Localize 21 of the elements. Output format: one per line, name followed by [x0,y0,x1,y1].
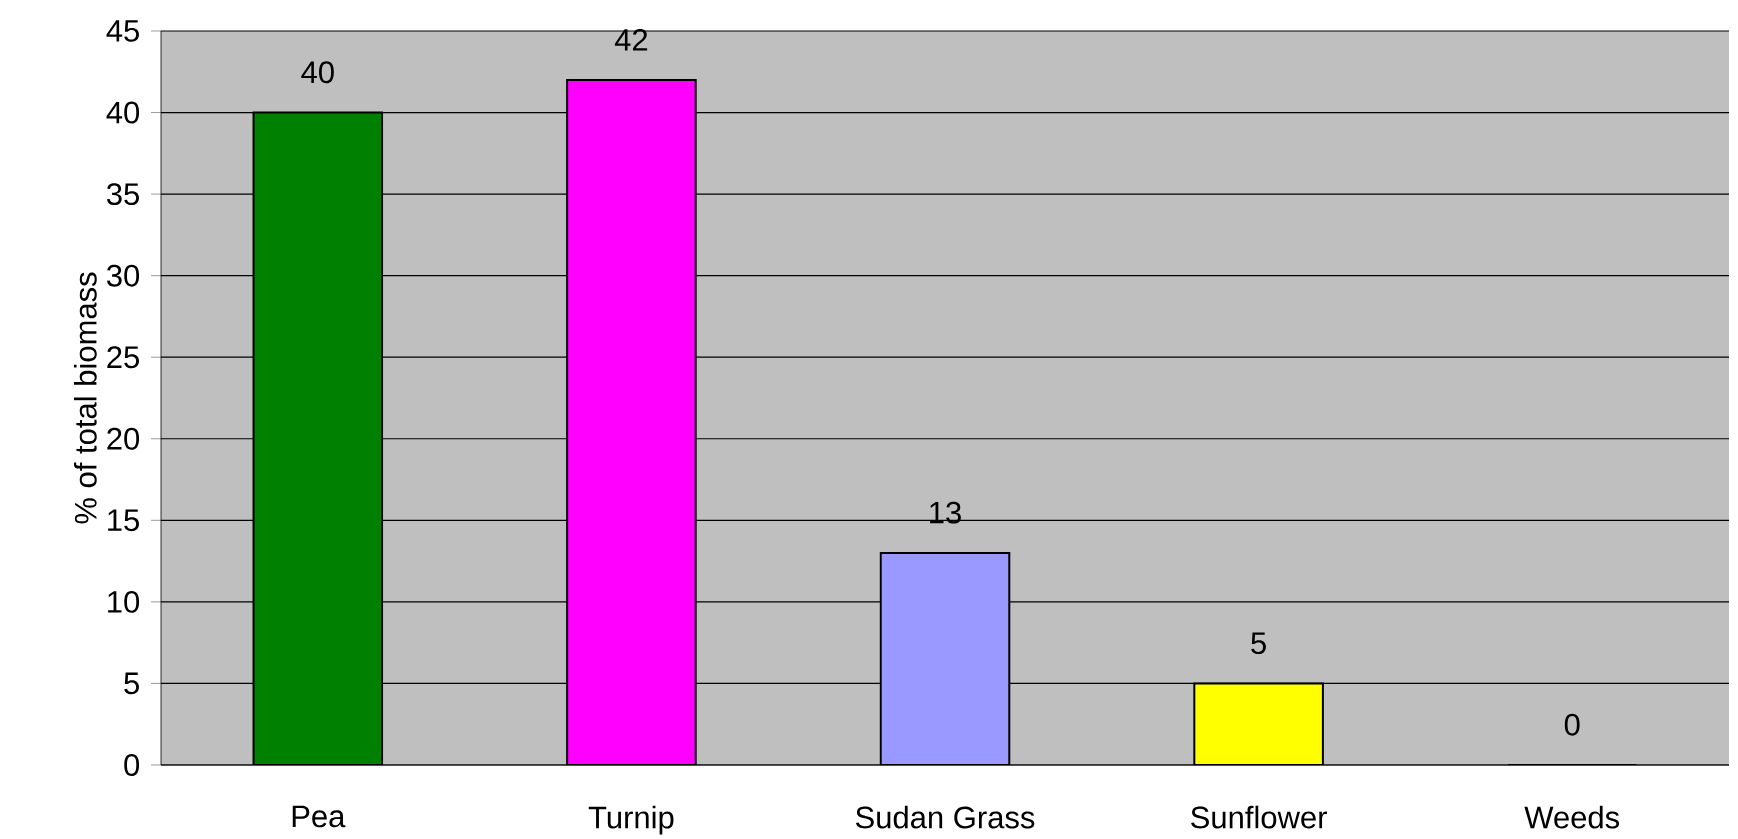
y-tick-label: 10 [108,590,140,613]
x-tick-label: Pea [292,805,346,828]
y-tick-label: 20 [107,427,140,450]
y-tick-label: 40 [106,101,140,124]
data-label: 42 [614,28,648,51]
data-label: 5 [1251,632,1266,655]
y-tick-label: 5 [124,672,139,695]
y-axis-title: % of total biomass [73,272,97,524]
y-tick-label: 30 [106,264,140,287]
x-tick-label: Weeds [1524,805,1620,829]
data-label: 0 [1564,713,1580,736]
data-label: 40 [301,61,334,84]
x-tick-label: Sudan Grass [855,805,1035,829]
y-tick-label: 25 [107,346,139,369]
x-tick-label: Sunflower [1191,805,1327,829]
x-tick-label: Turnip [588,805,674,835]
y-tick-label: 15 [108,509,139,532]
y-tick-label: 45 [106,20,139,42]
y-tick-label: 35 [106,183,139,206]
y-tick-label: 0 [124,754,140,776]
data-label: 13 [930,501,961,524]
